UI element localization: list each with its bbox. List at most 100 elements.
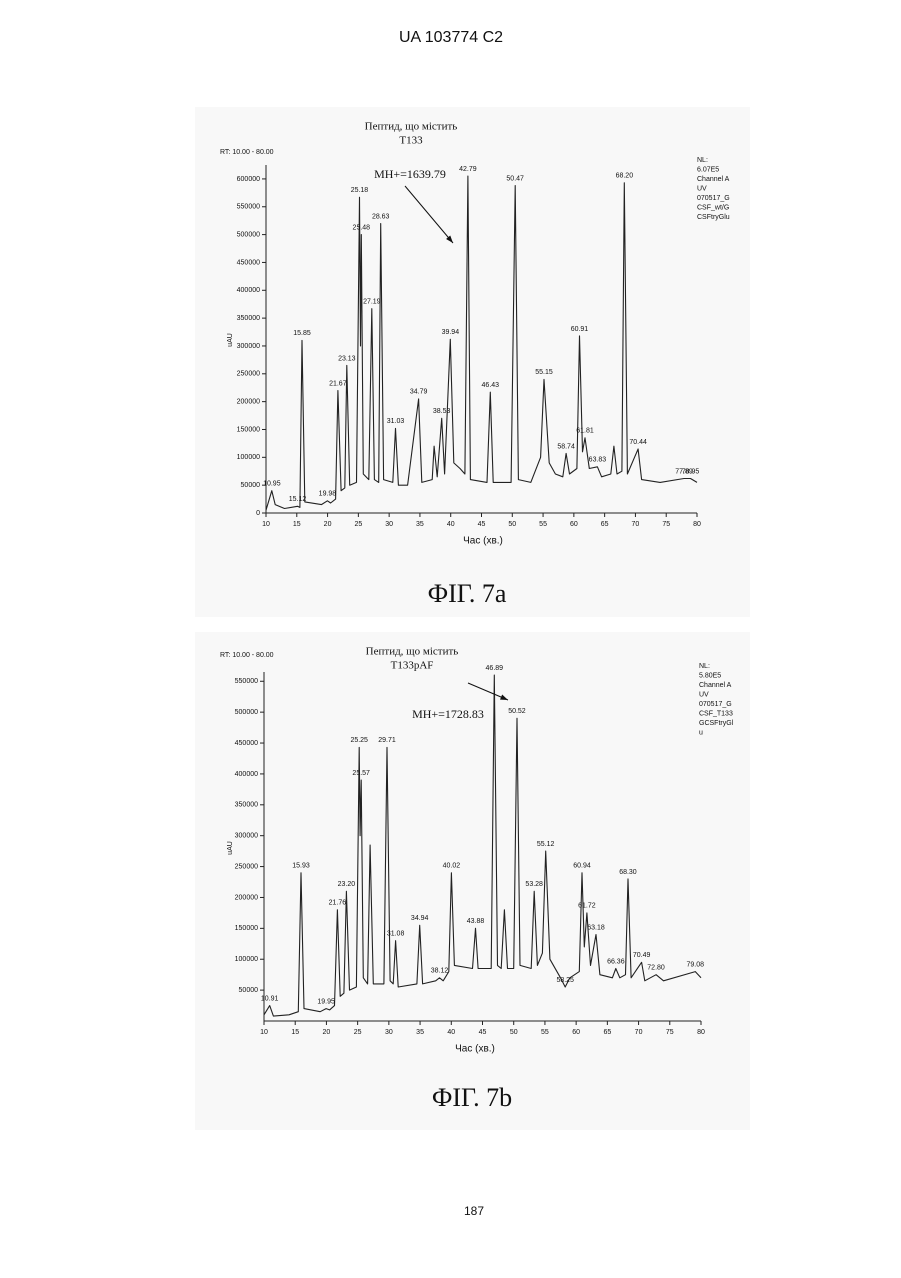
y-tick-label: 50000 <box>239 987 259 994</box>
annotation: T133 <box>399 135 423 147</box>
peak-label: 34.79 <box>410 389 428 396</box>
x-tick-label: 60 <box>570 521 578 528</box>
y-tick-label: 250000 <box>237 371 260 378</box>
x-tick-label: 65 <box>603 1029 611 1036</box>
y-axis-label: uAU <box>227 841 234 855</box>
peak-label: 70.49 <box>633 952 651 959</box>
x-tick-label: 80 <box>693 521 701 528</box>
y-tick-label: 450000 <box>237 259 260 266</box>
y-tick-label: 200000 <box>235 894 258 901</box>
y-tick-label: 550000 <box>235 678 258 685</box>
y-tick-label: 500000 <box>235 709 258 716</box>
y-tick-label: 450000 <box>235 740 258 747</box>
x-tick-label: 35 <box>416 1029 424 1036</box>
y-tick-label: 150000 <box>235 925 258 932</box>
x-tick-label: 75 <box>662 521 670 528</box>
y-tick-label: 500000 <box>237 231 260 238</box>
peak-label: 23.13 <box>338 355 356 362</box>
y-tick-label: 150000 <box>237 426 260 433</box>
peak-label: 55.12 <box>537 841 555 848</box>
page: UA 103774 C2 187 05000010000015000020000… <box>0 0 901 1273</box>
peak-label: 21.76 <box>329 900 347 907</box>
peak-label: 58.25 <box>556 977 574 984</box>
peak-label: 50.47 <box>506 175 524 182</box>
x-tick-label: 15 <box>293 521 301 528</box>
peak-label: 34.94 <box>411 915 429 922</box>
instrument-note: 070517_G <box>697 195 730 202</box>
peak-label: 21.67 <box>329 380 347 387</box>
instrument-note: NL: <box>697 157 708 164</box>
x-tick-label: 45 <box>479 1029 487 1036</box>
peak-label: 61.81 <box>576 428 594 435</box>
peak-label: 68.30 <box>619 869 637 876</box>
peak-label: 38.12 <box>431 968 449 975</box>
peak-label: 66.36 <box>607 958 625 965</box>
peak-label: 40.02 <box>443 863 461 870</box>
y-tick-label: 50000 <box>241 482 261 489</box>
instrument-note: GCSFtryGl <box>699 720 734 727</box>
x-tick-label: 35 <box>416 521 424 528</box>
peak-label: 19.95 <box>317 998 335 1005</box>
x-tick-label: 70 <box>635 1029 643 1036</box>
peak-label: 28.63 <box>372 213 390 220</box>
peak-label: 46.89 <box>486 665 504 672</box>
patent-header: UA 103774 C2 <box>399 29 503 46</box>
x-tick-label: 30 <box>385 1029 393 1036</box>
x-axis-label: Час (хв.) <box>463 536 503 547</box>
instrument-note: 6.07E5 <box>697 166 719 173</box>
y-tick-label: 350000 <box>237 315 260 322</box>
x-tick-label: 55 <box>541 1029 549 1036</box>
x-tick-label: 80 <box>697 1029 705 1036</box>
instrument-note: u <box>699 729 703 736</box>
peak-label: 39.94 <box>442 329 460 336</box>
peak-label: 27.19 <box>363 298 381 305</box>
x-tick-label: 50 <box>510 1029 518 1036</box>
x-tick-label: 65 <box>601 521 609 528</box>
peak-label: 31.03 <box>387 418 405 425</box>
instrument-note: Channel A <box>697 176 730 183</box>
x-tick-label: 15 <box>291 1029 299 1036</box>
instrument-note: UV <box>699 691 709 698</box>
peak-label: 60.94 <box>573 863 591 870</box>
annotation: Пептид, що містить <box>366 646 459 658</box>
x-tick-label: 10 <box>260 1029 268 1036</box>
mass-annotation: MH+=1639.79 <box>374 167 446 181</box>
peak-label: 15.12 <box>289 496 307 503</box>
y-tick-label: 300000 <box>237 343 260 350</box>
rt-range: RT: 10.00 - 80.00 <box>220 652 274 659</box>
x-tick-label: 45 <box>478 521 486 528</box>
y-tick-label: 200000 <box>237 398 260 405</box>
instrument-note: UV <box>697 185 707 192</box>
instrument-note: CSFtryGlu <box>697 214 730 221</box>
peak-label: 25.57 <box>352 770 370 777</box>
figure-caption: ФІГ. 7b <box>432 1083 512 1112</box>
y-tick-label: 100000 <box>237 454 260 461</box>
y-tick-label: 600000 <box>237 176 260 183</box>
y-axis-label: uAU <box>227 333 234 347</box>
x-tick-label: 25 <box>354 521 362 528</box>
peak-label: 53.28 <box>525 881 543 888</box>
peak-label: 61.72 <box>578 903 596 910</box>
peak-label: 10.95 <box>263 481 281 488</box>
peak-label: 78.95 <box>682 468 700 475</box>
figure-caption: ФІГ. 7a <box>428 579 507 608</box>
peak-label: 15.85 <box>293 330 311 337</box>
page-number: 187 <box>464 1204 484 1218</box>
y-tick-label: 400000 <box>237 287 260 294</box>
x-tick-label: 25 <box>354 1029 362 1036</box>
x-axis-label: Час (хв.) <box>455 1044 495 1055</box>
peak-label: 31.08 <box>387 931 405 938</box>
x-tick-label: 20 <box>323 1029 331 1036</box>
x-tick-label: 60 <box>572 1029 580 1036</box>
x-tick-label: 10 <box>262 521 270 528</box>
instrument-note: 5.80E5 <box>699 672 721 679</box>
y-tick-label: 550000 <box>237 204 260 211</box>
peak-label: 63.18 <box>587 924 605 931</box>
x-tick-label: 70 <box>632 521 640 528</box>
annotation: T133pAF <box>391 660 434 672</box>
y-tick-label: 250000 <box>235 863 258 870</box>
annotation: Пептид, що містить <box>365 121 458 133</box>
peak-label: 38.53 <box>433 408 451 415</box>
x-tick-label: 75 <box>666 1029 674 1036</box>
peak-label: 23.20 <box>338 881 356 888</box>
